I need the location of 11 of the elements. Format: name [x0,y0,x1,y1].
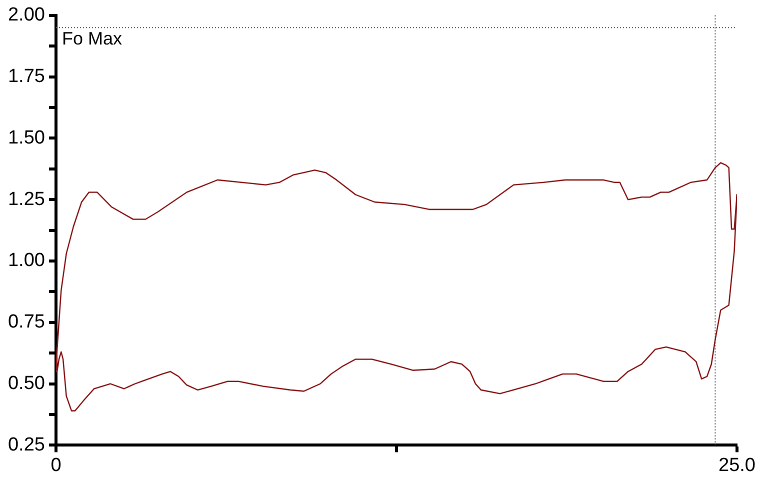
y-tick-label: 1.25 [8,188,45,210]
x-tick-label: 0 [50,454,62,476]
y-tick-label: 0.75 [8,312,45,333]
y-tick-label: 1.00 [8,250,45,272]
y-tick-label: 0.25 [8,434,45,456]
y-tick-label: 0.50 [8,373,45,394]
y-tick-label: 1.50 [8,127,45,148]
y-tick-label: 1.75 [8,66,45,88]
ref-line-label: Fo Max [62,28,122,49]
y-tick-label: 2.00 [8,4,45,26]
x-tick-label: 25.0 [718,454,756,476]
